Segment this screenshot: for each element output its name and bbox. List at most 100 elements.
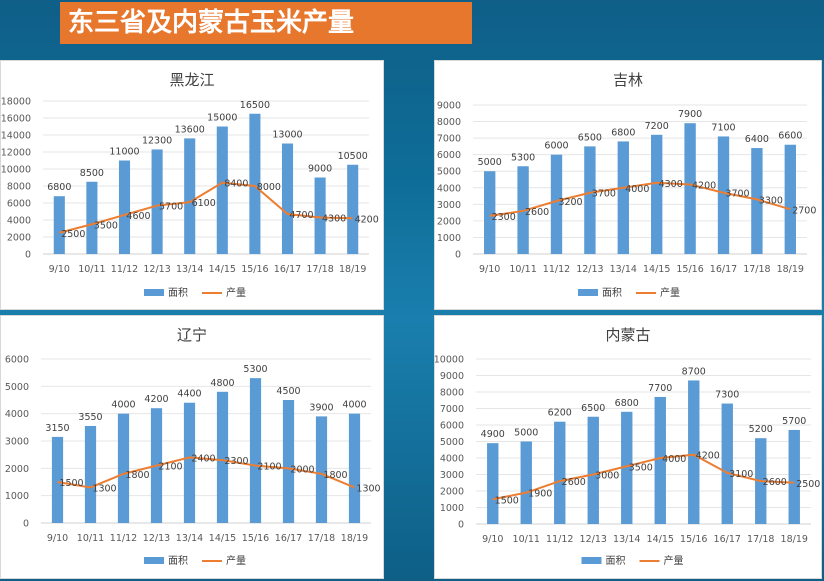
x-tick-label: 12/13	[580, 534, 607, 545]
bar-data-label: 5300	[243, 364, 267, 375]
line-data-label: 1500	[59, 478, 83, 489]
bar	[347, 164, 359, 254]
y-tick-label: 9000	[437, 101, 461, 112]
bar-data-label: 4400	[177, 389, 201, 400]
y-tick-label: 8000	[437, 117, 461, 128]
chart-svg: 0 1000 2000 3000 4000 5000 6000 7000 8000 9000 500…	[437, 101, 817, 300]
bar	[314, 177, 326, 254]
bar	[688, 380, 700, 524]
line-data-label: 2300	[492, 212, 516, 223]
x-tick-label: 18/19	[781, 534, 808, 545]
bar	[51, 436, 64, 523]
line-data-label: 4000	[625, 184, 649, 195]
bar-data-label: 16500	[240, 100, 270, 111]
y-tick-label: 4000	[7, 216, 31, 227]
bar	[118, 160, 131, 254]
line-data-label: 4700	[289, 210, 313, 221]
y-tick-label: 6000	[437, 150, 461, 161]
y-tick-label: 10000	[435, 355, 464, 366]
x-tick-label: 11/12	[110, 533, 137, 544]
x-tick-label: 10/11	[513, 534, 540, 545]
y-tick-label: 3000	[437, 200, 461, 211]
chart-title: 辽宁	[176, 326, 207, 344]
x-tick-label: 15/16	[242, 533, 269, 544]
bar	[654, 396, 666, 524]
bar-data-label: 12300	[142, 135, 172, 146]
y-tick-label: 18000	[1, 97, 31, 108]
legend-label-bar: 面积	[606, 555, 626, 567]
line-data-label: 2600	[763, 477, 787, 488]
bar	[53, 196, 65, 254]
y-tick-label: 2000	[5, 464, 29, 475]
y-tick-label: 8000	[7, 182, 31, 193]
line-data-label: 2000	[290, 464, 314, 475]
x-tick-label: 17/18	[747, 534, 774, 545]
legend-swatch-bar	[144, 289, 164, 296]
bar	[621, 411, 633, 524]
bar-data-label: 6800	[615, 398, 639, 409]
line-data-label: 2400	[191, 453, 215, 464]
chart-title: 黑龙江	[169, 71, 215, 89]
bar-data-label: 5200	[749, 424, 773, 435]
bar	[487, 443, 499, 524]
y-tick-label: 12000	[1, 148, 31, 159]
legend: 面积 产量	[144, 554, 246, 567]
y-tick-label: 6000	[7, 199, 31, 210]
bar	[282, 400, 295, 523]
line-data-label: 4000	[662, 454, 686, 465]
y-tick-label: 3000	[440, 470, 464, 481]
legend: 面积 产量	[581, 554, 684, 567]
line-data-label: 2500	[796, 479, 820, 490]
bar	[584, 146, 596, 254]
y-tick-label: 6000	[5, 355, 29, 366]
line-data-label: 2600	[562, 477, 586, 488]
x-tick-label: 16/17	[275, 533, 302, 544]
y-tick-label: 14000	[1, 131, 31, 142]
bar-data-label: 6500	[578, 132, 602, 143]
x-tick-label: 13/14	[610, 264, 637, 275]
x-tick-label: 15/16	[676, 264, 703, 275]
y-tick-label: 7000	[440, 404, 464, 415]
line-data-label: 2500	[61, 229, 85, 240]
y-tick-label: 0	[25, 250, 31, 261]
bar	[587, 416, 599, 524]
line-data-label: 2100	[158, 462, 182, 473]
chart-panel-neimenggu: 内蒙古 0 1000 2000 3000 4000 5000 6000 7000 8000 900…	[434, 315, 822, 579]
bar	[651, 134, 663, 254]
legend-swatch-bar	[144, 557, 164, 564]
y-tick-label: 1000	[437, 233, 461, 244]
y-tick-label: 3000	[5, 437, 29, 448]
line-data-label: 3200	[558, 197, 582, 208]
line-data-label: 2600	[525, 207, 549, 218]
x-tick-label: 14/15	[647, 534, 674, 545]
legend: 面积 产量	[578, 286, 680, 299]
y-tick-label: 10000	[1, 165, 31, 176]
y-tick-label: 1000	[5, 491, 29, 502]
line-data-label: 6100	[192, 198, 216, 209]
line-data-label: 4600	[126, 211, 150, 222]
x-tick-label: 11/12	[111, 264, 138, 275]
line-data-label: 4200	[692, 180, 716, 191]
legend-label-line: 产量	[660, 286, 680, 299]
x-tick-label: 11/12	[543, 264, 570, 275]
bar-data-label: 7200	[645, 121, 669, 132]
x-tick-label: 10/11	[509, 264, 536, 275]
bar-data-label: 6400	[745, 134, 769, 145]
legend-label-line: 产量	[664, 554, 684, 567]
page-title: 东三省及内蒙古玉米产量	[60, 2, 472, 44]
bar-data-label: 6500	[581, 403, 605, 414]
bar	[151, 149, 163, 254]
chart-title: 吉林	[612, 71, 643, 89]
line-data-label: 3700	[725, 189, 749, 200]
line-series	[57, 456, 355, 489]
bar	[249, 378, 262, 523]
y-tick-label: 1000	[440, 503, 464, 514]
bar-data-label: 4500	[276, 386, 300, 397]
x-tick-label: 12/13	[143, 264, 170, 275]
x-tick-label: 14/15	[209, 533, 236, 544]
y-tick-label: 5000	[437, 167, 461, 178]
x-tick-label: 13/14	[176, 264, 203, 275]
x-tick-label: 17/18	[743, 264, 770, 275]
chart-svg: 0 1000 2000 3000 4000 5000 6000 3150 3550 4000 420…	[5, 355, 381, 568]
bar-data-label: 6800	[611, 127, 635, 138]
